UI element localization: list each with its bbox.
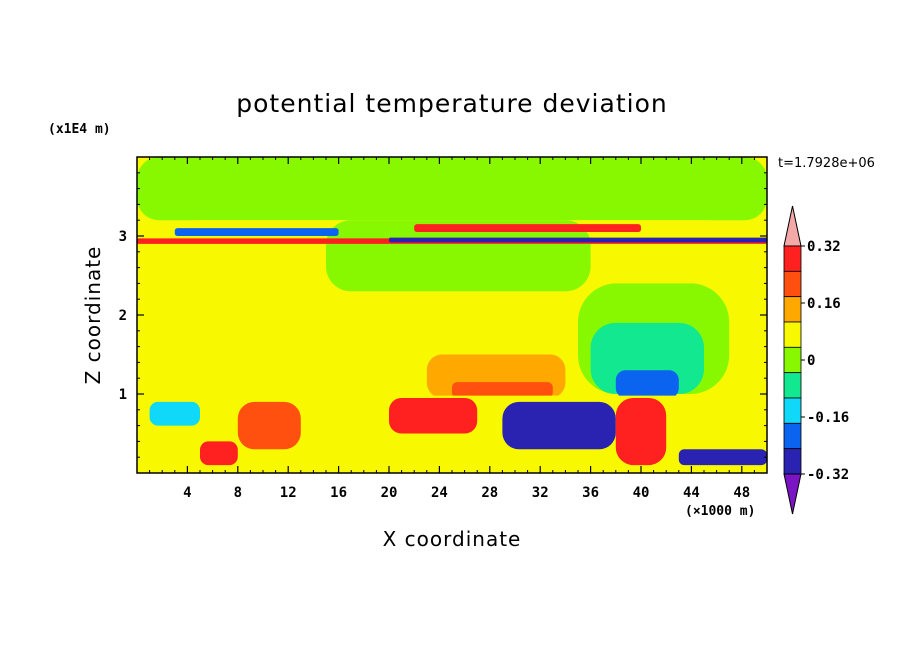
y-tick-label: 2 xyxy=(119,308,127,324)
contour-region xyxy=(678,449,767,466)
contour-region xyxy=(414,224,641,233)
x-tick-label: 36 xyxy=(582,485,599,501)
x-axis-label: X coordinate xyxy=(383,527,522,551)
y-tick-label: 3 xyxy=(119,229,127,245)
colorbar-bin xyxy=(783,245,802,272)
contour-plot xyxy=(137,157,767,473)
colorbar-bin xyxy=(783,346,802,374)
colorbar-bin xyxy=(783,321,802,348)
colorbar: 0.32 0.16 0 -0.16 -0.32 xyxy=(783,205,849,515)
contour-region xyxy=(149,401,200,426)
x-tick-label: 8 xyxy=(234,485,242,501)
contour-region xyxy=(389,237,767,243)
x-tick-label: 16 xyxy=(330,485,347,501)
y-unit-label: (x1E4 m) xyxy=(48,122,111,137)
contour-region xyxy=(174,228,339,236)
x-tick-label: 28 xyxy=(481,485,498,501)
contour-region xyxy=(137,157,767,221)
x-tick-label: 12 xyxy=(280,485,297,501)
chart-title: potential temperature deviation xyxy=(236,89,667,118)
colorbar-min-arrow xyxy=(783,473,802,515)
y-axis-label: Z coordinate xyxy=(81,246,105,385)
x-tick-label: 20 xyxy=(381,485,398,501)
colorbar-max-arrow xyxy=(783,205,802,247)
contour-region xyxy=(615,397,667,466)
contour-region xyxy=(452,382,553,398)
colorbar-bin xyxy=(783,270,802,298)
contour-region xyxy=(502,401,616,450)
time-label: t=1.7928e+06 xyxy=(778,156,875,171)
x-tick-label: 40 xyxy=(633,485,650,501)
x-axis: 4 8 12 16 20 24 28 32 36 40 44 48 xyxy=(149,157,755,501)
colorbar-bin xyxy=(783,397,802,424)
x-tick-label: 4 xyxy=(183,485,191,501)
contour-region xyxy=(615,370,679,398)
x-tick-label: 24 xyxy=(431,485,448,501)
colorbar-label: 0.32 xyxy=(807,239,841,255)
colorbar-bin xyxy=(783,372,802,399)
colorbar-label: -0.16 xyxy=(807,410,849,426)
y-axis: 1 2 3 xyxy=(119,172,767,458)
colorbar-label: 0.16 xyxy=(807,296,841,312)
x-unit-label: (×1000 m) xyxy=(685,504,755,519)
contour-region xyxy=(389,397,478,434)
contour-region xyxy=(237,401,301,450)
x-tick-label: 44 xyxy=(683,485,700,501)
x-tick-label: 32 xyxy=(532,485,549,501)
colorbar-bin xyxy=(783,422,802,450)
y-tick-label: 1 xyxy=(119,387,127,403)
colorbar-bin xyxy=(783,448,802,475)
x-tick-label: 48 xyxy=(733,485,750,501)
colorbar-bin xyxy=(783,296,802,323)
contour-region xyxy=(200,441,238,466)
colorbar-label: 0 xyxy=(807,353,815,369)
colorbar-label: -0.32 xyxy=(807,467,849,483)
